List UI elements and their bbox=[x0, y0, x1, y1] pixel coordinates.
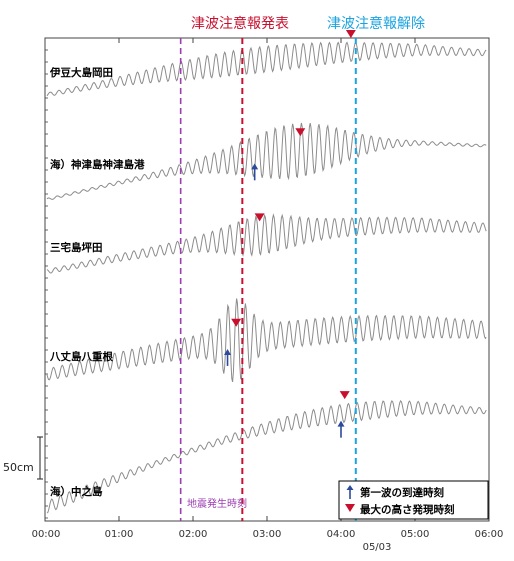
x-tick-label: 03:00 bbox=[253, 529, 282, 540]
first-arrival-arrowhead bbox=[337, 420, 345, 427]
x-tick-label: 06:00 bbox=[475, 529, 504, 540]
x-tick-label: 02:00 bbox=[179, 529, 208, 540]
station-label: 海）中之島 bbox=[50, 485, 103, 498]
scale-bar-label: 50cm bbox=[3, 461, 34, 474]
x-tick-label: 04:00 bbox=[327, 529, 356, 540]
station-label: 海）神津島神津島港 bbox=[50, 158, 145, 171]
legend-max-label: 最大の高さ発現時刻 bbox=[360, 503, 455, 516]
wave-series-5 bbox=[46, 400, 487, 514]
first-arrival-arrowhead bbox=[251, 163, 259, 170]
station-label: 八丈島八重根 bbox=[49, 350, 113, 363]
max-height-marker bbox=[295, 128, 306, 137]
max-height-marker bbox=[339, 391, 350, 400]
max-height-marker bbox=[254, 213, 265, 222]
x-tick-label: 00:00 bbox=[32, 529, 61, 540]
max-height-marker bbox=[231, 318, 242, 327]
warning-issued-title: 津波注意報発表 bbox=[191, 15, 289, 32]
date-label: 05/03 bbox=[363, 542, 392, 553]
wave-series-1 bbox=[46, 41, 487, 97]
legend-arrival-icon bbox=[346, 485, 354, 499]
legend-max-icon bbox=[345, 504, 355, 512]
wave-series-4 bbox=[46, 298, 487, 383]
plot-frame bbox=[44, 37, 490, 522]
x-tick-label: 05:00 bbox=[401, 529, 430, 540]
x-tick-label: 01:00 bbox=[105, 529, 134, 540]
first-arrival-arrowhead bbox=[224, 348, 232, 355]
legend-box bbox=[338, 480, 489, 520]
earthquake-time-label: 地震発生時刻 bbox=[187, 497, 247, 510]
wave-series-3 bbox=[46, 213, 487, 274]
max-height-marker bbox=[345, 29, 356, 38]
station-label: 伊豆大島岡田 bbox=[49, 66, 113, 79]
station-label: 三宅島坪田 bbox=[50, 241, 103, 254]
wave-series-2 bbox=[46, 122, 487, 200]
legend-arrival-label: 第一波の到達時刻 bbox=[360, 486, 444, 499]
legend: 第一波の到達時刻 最大の高さ発現時刻 bbox=[338, 480, 489, 520]
warning-cleared-title: 津波注意報解除 bbox=[327, 15, 425, 32]
